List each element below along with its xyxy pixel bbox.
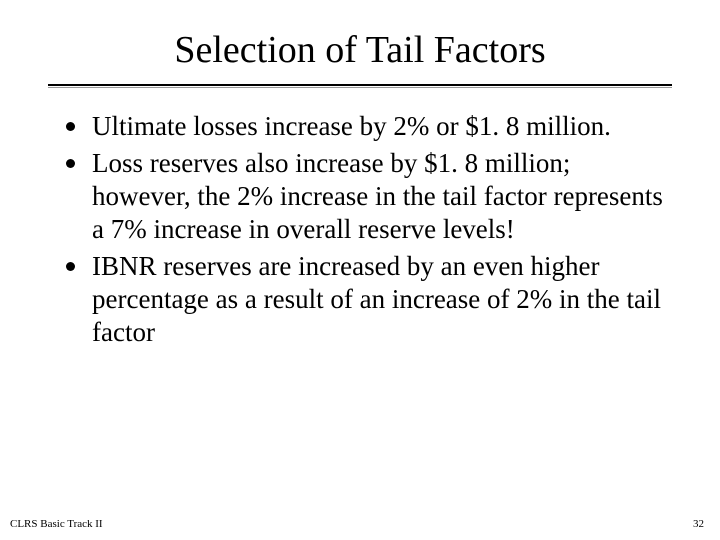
bullet-list: Ultimate losses increase by 2% or $1. 8 …	[48, 110, 672, 353]
bullet-item: Loss reserves also increase by $1. 8 mil…	[66, 147, 668, 246]
slide-title: Selection of Tail Factors	[48, 28, 672, 72]
bullet-item: Ultimate losses increase by 2% or $1. 8 …	[66, 110, 668, 143]
title-divider	[48, 84, 672, 88]
slide-container: Selection of Tail Factors Ultimate losse…	[0, 0, 720, 540]
bullet-item: IBNR reserves are increased by an even h…	[66, 250, 668, 349]
slide-footer: CLRS Basic Track II 32	[10, 518, 704, 530]
footer-left-text: CLRS Basic Track II	[10, 518, 103, 530]
page-number: 32	[693, 518, 704, 530]
